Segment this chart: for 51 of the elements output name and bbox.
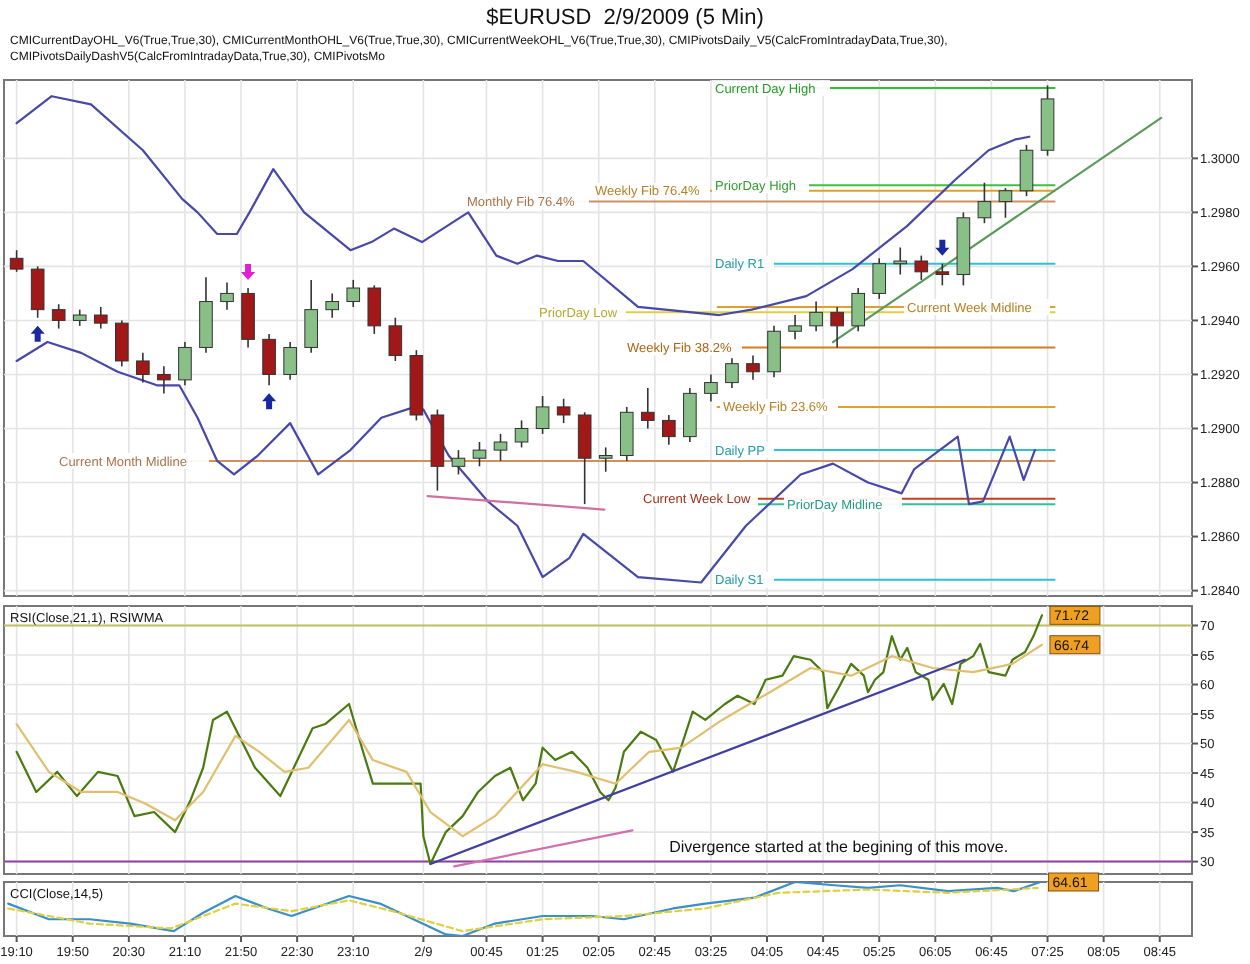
candlestick xyxy=(893,246,908,276)
candlestick xyxy=(725,357,739,389)
candlestick xyxy=(472,441,487,468)
candlestick xyxy=(199,276,213,354)
line-series xyxy=(15,340,1037,584)
candlestick xyxy=(30,265,45,319)
candlestick xyxy=(388,316,403,362)
candlestick xyxy=(304,279,318,354)
line-series xyxy=(15,643,1044,838)
candlestick xyxy=(998,187,1013,219)
candlestick xyxy=(9,249,24,273)
candlestick xyxy=(640,387,655,430)
candlestick xyxy=(535,395,550,435)
candlestick xyxy=(662,414,676,446)
candlestick xyxy=(178,341,192,387)
candlestick xyxy=(493,433,508,462)
annotation: Divergence started at the begining of this move. xyxy=(669,838,1009,856)
candlestick xyxy=(977,181,992,224)
line-series xyxy=(15,614,1044,866)
candlestick xyxy=(914,254,929,281)
candlestick xyxy=(514,419,529,449)
candlestick xyxy=(683,387,697,443)
candlestick xyxy=(325,292,340,319)
chart-title: $EURUSD 2/9/2009 (5 Min) xyxy=(486,6,764,30)
candlestick xyxy=(577,411,592,505)
candlestick xyxy=(788,314,802,341)
candlestick xyxy=(746,354,760,381)
candlestick xyxy=(556,397,571,424)
candlestick xyxy=(809,300,823,333)
candlestick xyxy=(367,284,382,335)
candlestick xyxy=(136,352,150,384)
candlestick xyxy=(115,319,129,368)
candlestick xyxy=(51,303,66,330)
candlestick xyxy=(851,287,865,333)
candlestick xyxy=(704,373,718,403)
candlestick xyxy=(767,325,781,378)
candlestick xyxy=(619,406,634,462)
candlestick xyxy=(830,306,844,349)
candlestick xyxy=(451,449,466,476)
candlestick xyxy=(872,257,887,300)
candlestick xyxy=(935,262,950,287)
candlestick xyxy=(1019,144,1034,197)
candlestick xyxy=(598,446,613,473)
candlestick xyxy=(283,341,297,381)
candlestick xyxy=(241,287,255,349)
candlestick xyxy=(220,281,234,311)
line-series xyxy=(15,95,1031,317)
candlestick xyxy=(157,365,171,395)
candlestick xyxy=(262,333,276,387)
candlestick xyxy=(346,279,361,308)
candlestick xyxy=(93,306,108,330)
